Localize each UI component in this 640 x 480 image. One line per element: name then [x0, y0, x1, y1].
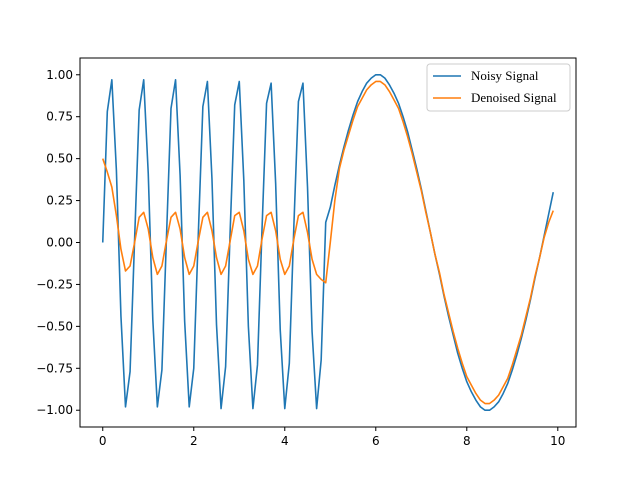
y-tick-label: −0.75	[36, 361, 73, 375]
y-tick-label: 0.00	[46, 236, 73, 250]
x-tick-label: 0	[99, 434, 107, 448]
series-line	[101, 80, 554, 405]
x-tick-label: 6	[372, 434, 380, 448]
y-tick-label: −0.50	[36, 319, 73, 333]
y-tick-label: 0.75	[46, 110, 73, 124]
y-tick-label: −0.25	[36, 277, 73, 291]
series-line	[101, 73, 555, 412]
x-tick-label: 4	[281, 434, 289, 448]
y-tick-label: 0.50	[46, 152, 73, 166]
plot-area	[101, 73, 555, 412]
x-tick-label: 8	[463, 434, 471, 448]
x-tick-label: 10	[550, 434, 565, 448]
y-tick-label: 1.00	[46, 68, 73, 82]
x-tick-label: 2	[190, 434, 198, 448]
legend-label: Noisy Signal	[471, 68, 539, 83]
legend: Noisy Signal Denoised Signal	[426, 63, 571, 112]
legend-label: Denoised Signal	[471, 90, 557, 105]
y-tick-label: −1.00	[36, 403, 73, 417]
y-tick-label: 0.25	[46, 194, 73, 208]
legend-box	[426, 63, 571, 112]
